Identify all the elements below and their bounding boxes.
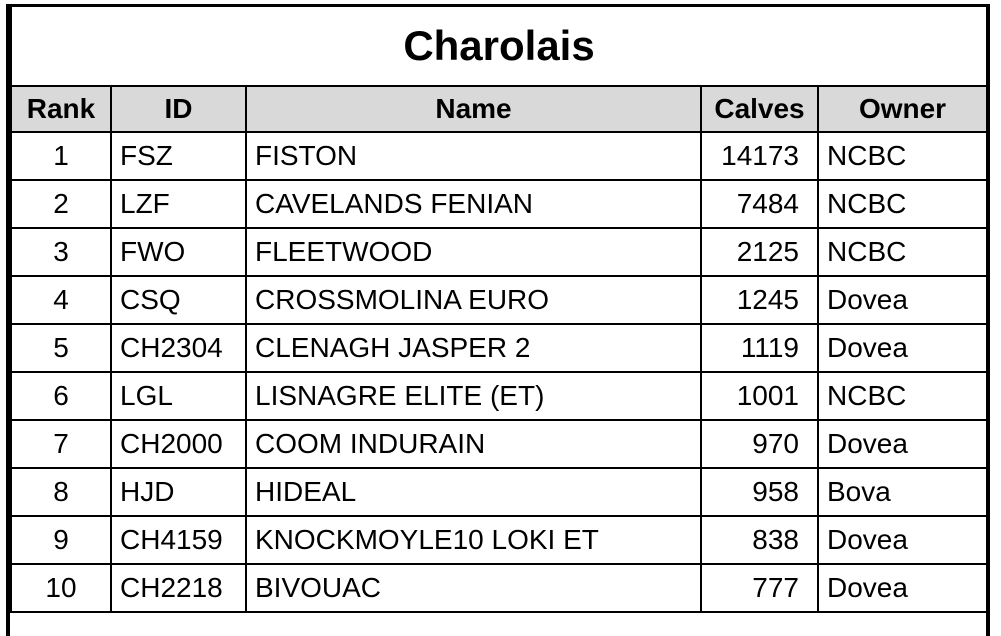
table-row: 6 LGL LISNAGRE ELITE (ET) 1001 NCBC <box>10 371 989 421</box>
table-cell: CH2218 <box>110 563 247 613</box>
table-cell: Bova <box>816 467 989 517</box>
table-cell: 2 <box>10 179 112 229</box>
table-cell: 777 <box>700 563 819 613</box>
table-row: 2 LZF CAVELANDS FENIAN 7484 NCBC <box>10 179 989 229</box>
table-cell: CLENAGH JASPER 2 <box>245 323 702 373</box>
table-cell: CH2304 <box>110 323 247 373</box>
column-header: ID <box>110 85 247 133</box>
table-cell: NCBC <box>816 179 989 229</box>
table-cell: HJD <box>110 467 247 517</box>
table-cell: 10 <box>10 563 112 613</box>
table-cell: CAVELANDS FENIAN <box>245 179 702 229</box>
table-cell: NCBC <box>816 371 989 421</box>
table-cell: 970 <box>700 419 819 469</box>
table-cell: Dovea <box>816 275 989 325</box>
table-cell: 8 <box>10 467 112 517</box>
table-cell: 3 <box>10 227 112 277</box>
table-cell: LISNAGRE ELITE (ET) <box>245 371 702 421</box>
table-cell: Dovea <box>816 419 989 469</box>
table-cell: 14173 <box>700 131 819 181</box>
column-header: Owner <box>816 85 989 133</box>
table-cell: 1119 <box>700 323 819 373</box>
table-cell: 6 <box>10 371 112 421</box>
table-cell: FLEETWOOD <box>245 227 702 277</box>
table-cell: 2125 <box>700 227 819 277</box>
table-title: Charolais <box>9 7 989 87</box>
table-cell: CH2000 <box>110 419 247 469</box>
table-cell: FSZ <box>110 131 247 181</box>
table-cell: KNOCKMOYLE10 LOKI ET <box>245 515 702 565</box>
table-cell: Dovea <box>816 515 989 565</box>
table-cell: FWO <box>110 227 247 277</box>
table-cell: LGL <box>110 371 247 421</box>
table-cell: 838 <box>700 515 819 565</box>
table-row: 10 CH2218 BIVOUAC 777 Dovea <box>10 563 989 613</box>
table-cell: HIDEAL <box>245 467 702 517</box>
table-cell: CROSSMOLINA EURO <box>245 275 702 325</box>
table-cell: LZF <box>110 179 247 229</box>
table-row: 5 CH2304 CLENAGH JASPER 2 1119 Dovea <box>10 323 989 373</box>
table-cell: CSQ <box>110 275 247 325</box>
table-cell: 5 <box>10 323 112 373</box>
table-cell: NCBC <box>816 131 989 181</box>
column-header: Calves <box>700 85 819 133</box>
table-row: 1 FSZ FISTON 14173 NCBC <box>10 131 989 181</box>
table-cell: BIVOUAC <box>245 563 702 613</box>
table-cell: NCBC <box>816 227 989 277</box>
table-row: 4 CSQ CROSSMOLINA EURO 1245 Dovea <box>10 275 989 325</box>
table-cell: 1245 <box>700 275 819 325</box>
column-header: Name <box>245 85 702 133</box>
table-row: 7 CH2000 COOM INDURAIN 970 Dovea <box>10 419 989 469</box>
table-cell: 7 <box>10 419 112 469</box>
header-row: Rank ID Name Calves Owner <box>10 85 989 133</box>
table-cell: CH4159 <box>110 515 247 565</box>
table-row: 8 HJD HIDEAL 958 Bova <box>10 467 989 517</box>
table-cell: 7484 <box>700 179 819 229</box>
table-cell: 1001 <box>700 371 819 421</box>
table-row: 9 CH4159 KNOCKMOYLE10 LOKI ET 838 Dovea <box>10 515 989 565</box>
table-cell: 9 <box>10 515 112 565</box>
table-cell: Dovea <box>816 323 989 373</box>
table-cell: 958 <box>700 467 819 517</box>
table-cell: 1 <box>10 131 112 181</box>
table: Charolais Rank ID Name Calves Owner 1 FSZ FIST… <box>9 7 989 613</box>
table-frame: Charolais Rank ID Name Calves Owner 1 FSZ FIST… <box>6 4 990 636</box>
table-row: 3 FWO FLEETWOOD 2125 NCBC <box>10 227 989 277</box>
column-header: Rank <box>10 85 112 133</box>
table-cell: FISTON <box>245 131 702 181</box>
table-cell: Dovea <box>816 563 989 613</box>
table-cell: COOM INDURAIN <box>245 419 702 469</box>
table-cell: 4 <box>10 275 112 325</box>
